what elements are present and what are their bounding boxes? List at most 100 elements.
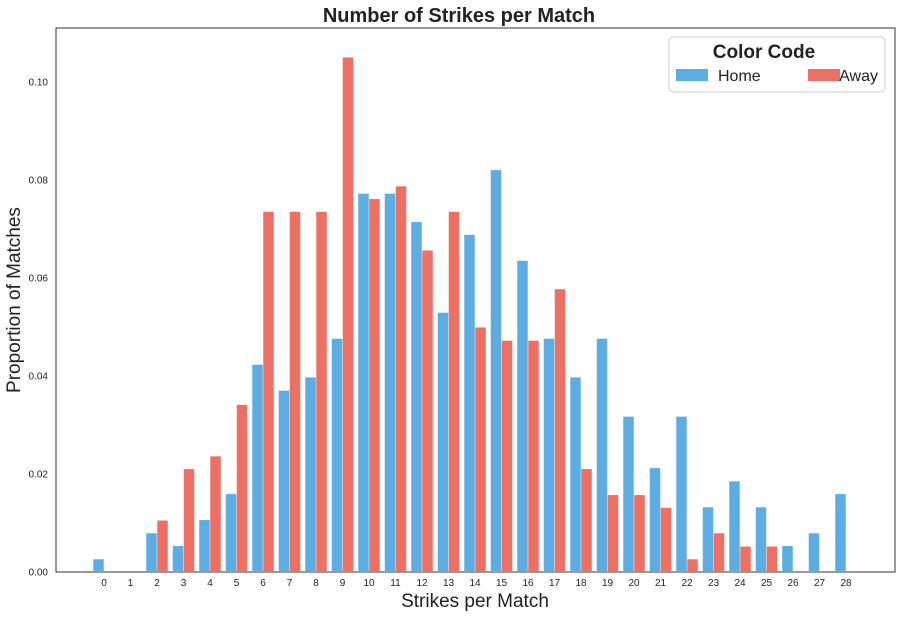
x-tick-label: 18 [575,578,587,589]
legend-label-home: Home [718,68,761,85]
x-tick-label: 17 [549,578,561,589]
y-tick-label: 0.02 [29,469,49,480]
x-tick-label: 26 [787,578,799,589]
bar-away-12 [422,250,433,572]
bar-away-2 [157,520,168,572]
x-tick-label: 2 [154,578,160,589]
bar-away-14 [475,327,486,572]
bar-away-13 [448,211,460,572]
bar-away-5 [236,404,248,572]
bar-away-10 [369,199,380,573]
x-tick-label: 3 [181,578,187,589]
bar-away-8 [316,211,327,572]
bar-away-20 [634,495,645,572]
legend-title: Color Code [713,42,815,63]
bars-layer [93,57,846,573]
legend-label-away: Away [839,68,878,85]
bar-home-13 [437,312,449,572]
bar-home-16 [517,260,528,572]
bar-home-14 [464,234,475,572]
bar-away-25 [766,546,778,572]
bar-home-11 [384,193,396,572]
y-axis-title: Proportion of Matches [4,207,25,393]
x-tick-label: 10 [363,578,375,589]
x-tick-label: 9 [340,578,346,589]
bar-away-19 [607,495,619,572]
y-axis-ticks: 0.00 0.02 0.04 0.06 0.08 0.10 [29,77,49,578]
x-tick-label: 21 [655,578,667,589]
bar-home-27 [808,533,820,572]
bar-away-9 [342,57,354,573]
x-tick-label: 5 [234,578,240,589]
x-tick-label: 12 [416,578,428,589]
bar-home-2 [146,533,157,572]
bar-home-24 [729,481,740,572]
legend-swatch-home [676,69,708,81]
x-tick-label: 4 [207,578,213,589]
y-tick-label: 0.06 [29,273,49,284]
bar-home-9 [331,338,343,572]
bar-home-22 [676,416,687,572]
y-tick-label: 0.08 [29,175,49,186]
bar-home-6 [252,364,263,572]
bar-away-6 [263,211,274,572]
y-tick-label: 0.10 [29,77,49,88]
x-tick-label: 13 [443,578,455,589]
x-tick-label: 23 [708,578,720,589]
x-tick-label: 16 [522,578,534,589]
chart-title: Number of Strikes per Match [323,5,595,27]
bar-home-8 [305,377,316,572]
x-tick-label: 6 [260,578,266,589]
bar-home-12 [411,222,422,572]
bar-away-22 [687,559,698,572]
bar-home-21 [649,468,661,572]
x-tick-label: 0 [101,578,107,589]
x-tick-label: 27 [814,578,826,589]
bar-away-16 [528,340,539,572]
bar-away-18 [581,469,592,572]
legend: Color Code Home Away [668,36,886,93]
x-tick-label: 25 [761,578,773,589]
bar-away-23 [713,533,725,572]
bar-home-28 [835,494,846,572]
x-tick-label: 28 [840,578,852,589]
bar-home-0 [93,559,104,572]
x-tick-label: 19 [602,578,614,589]
bar-home-26 [782,546,793,572]
bar-away-15 [501,340,513,572]
bar-home-15 [490,170,502,572]
x-tick-label: 20 [628,578,640,589]
bar-home-18 [570,377,581,572]
bar-home-17 [543,338,555,572]
bar-away-4 [210,456,221,572]
bar-home-19 [596,338,608,572]
x-tick-label: 8 [313,578,319,589]
x-tick-label: 11 [390,578,401,589]
bar-home-3 [172,546,184,572]
legend-swatch-away [808,69,840,81]
x-axis-title: Strikes per Match [401,591,549,612]
x-tick-label: 1 [128,578,134,589]
bar-away-11 [395,186,407,573]
bar-away-3 [183,469,195,572]
bar-home-5 [225,494,237,572]
bar-home-10 [358,193,369,572]
bar-away-7 [289,211,301,572]
bar-home-20 [623,416,634,572]
bar-away-21 [660,507,672,572]
bar-home-23 [702,507,714,572]
y-tick-label: 0.00 [29,568,49,579]
x-tick-label: 22 [681,578,693,589]
bar-home-4 [199,520,210,572]
bar-home-25 [755,507,767,572]
bar-away-24 [740,546,751,572]
y-tick-label: 0.04 [29,371,49,382]
bar-home-7 [278,390,290,572]
x-tick-label: 15 [496,578,508,589]
x-axis-ticks: 0 1 2 3 4 5 6 7 8 9 10 11 12 13 14 15 16 17 18 19 20 21 22 23 24… [101,578,852,589]
bar-away-17 [554,289,566,572]
x-tick-label: 24 [734,578,746,589]
x-tick-label: 14 [469,578,481,589]
